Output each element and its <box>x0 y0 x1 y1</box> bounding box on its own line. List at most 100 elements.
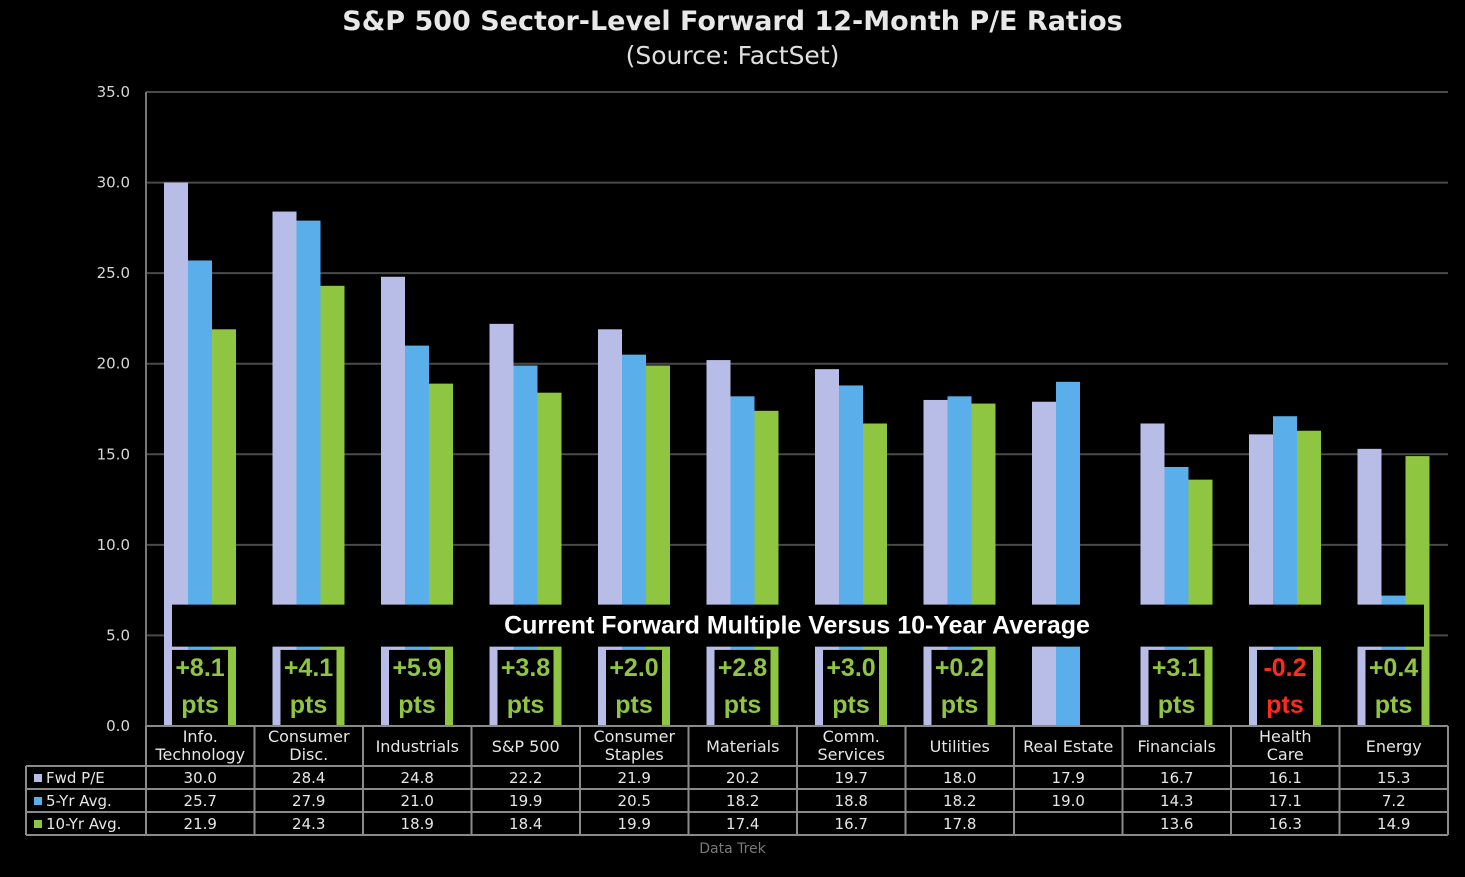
legend-label: Fwd P/E <box>46 769 105 787</box>
y-tick-label: 0.0 <box>106 717 130 735</box>
table-cell-value: 17.4 <box>726 815 759 833</box>
footer-credit: Data Trek <box>699 841 766 857</box>
delta-value: +0.4 <box>1369 654 1418 682</box>
delta-value: +3.8 <box>501 654 550 682</box>
category-label: S&P 500 <box>492 737 560 756</box>
delta-unit: pts <box>398 691 436 719</box>
table-cell-value: 18.2 <box>726 792 759 810</box>
y-tick-label: 35.0 <box>97 83 130 101</box>
table-cell-value: 28.4 <box>292 769 325 787</box>
table-cell-value: 24.8 <box>401 769 434 787</box>
annotation-box <box>280 649 337 726</box>
table-cell-value: 19.9 <box>509 792 542 810</box>
delta-unit: pts <box>832 691 870 719</box>
annotation-banner <box>172 604 1424 647</box>
bar <box>272 211 297 726</box>
table-cell-value: 18.8 <box>835 792 868 810</box>
table-cell-value: 21.9 <box>618 769 651 787</box>
table-cell-value: 21.0 <box>401 792 434 810</box>
delta-value: +4.1 <box>284 654 333 682</box>
category-label: Consumer <box>593 727 675 746</box>
annotation-box <box>714 649 771 726</box>
delta-value: +5.9 <box>392 654 441 682</box>
table-cell-value: 21.9 <box>184 815 217 833</box>
delta-unit: pts <box>1158 691 1196 719</box>
delta-unit: pts <box>181 691 219 719</box>
bar <box>1032 401 1056 726</box>
annotation-box <box>823 649 879 726</box>
category-label: Technology <box>154 745 245 764</box>
y-tick-label: 10.0 <box>97 536 130 554</box>
delta-value: +2.8 <box>718 654 767 682</box>
delta-unit: pts <box>941 691 979 719</box>
category-label: Staples <box>605 745 664 764</box>
category-label: Materials <box>706 737 779 756</box>
bar <box>188 260 212 726</box>
y-tick-label: 30.0 <box>97 174 130 192</box>
annotation-box <box>389 649 445 726</box>
delta-value: -0.2 <box>1263 654 1306 682</box>
table-cell-value: 7.2 <box>1382 792 1406 810</box>
category-label: Financials <box>1138 737 1216 756</box>
table-cell-value: 27.9 <box>292 792 325 810</box>
annotation-box <box>1148 649 1205 726</box>
delta-unit: pts <box>1375 691 1413 719</box>
y-tick-label: 15.0 <box>97 445 130 463</box>
chart-title: S&P 500 Sector-Level Forward 12-Month P/… <box>342 6 1123 37</box>
annotation-box <box>497 649 554 726</box>
table-cell-value: 16.7 <box>1160 769 1193 787</box>
bar <box>1056 381 1080 726</box>
table-cell-value: 18.4 <box>509 815 542 833</box>
category-label: Services <box>818 745 885 764</box>
table-cell-value: 19.9 <box>618 815 651 833</box>
table-cell-value: 17.8 <box>943 815 976 833</box>
legend-swatch <box>34 797 42 805</box>
delta-value: +8.1 <box>175 654 224 682</box>
table-cell-value: 18.2 <box>943 792 976 810</box>
chart-subtitle: (Source: FactSet) <box>625 41 840 70</box>
category-label: Real Estate <box>1023 737 1113 756</box>
table-cell-value: 16.3 <box>1269 815 1302 833</box>
annotation-box <box>606 649 662 726</box>
category-label: Info. <box>183 727 218 746</box>
annotation-title: Current Forward Multiple Versus 10-Year … <box>504 612 1090 640</box>
legend-label: 5-Yr Avg. <box>46 792 112 810</box>
table-cell-value: 15.3 <box>1377 769 1410 787</box>
category-label: Health <box>1259 727 1312 746</box>
category-label: Energy <box>1366 737 1422 756</box>
delta-unit: pts <box>724 691 762 719</box>
category-label: Disc. <box>289 745 328 764</box>
delta-value: +0.2 <box>935 654 984 682</box>
table-cell-value: 20.5 <box>618 792 651 810</box>
table-cell-value: 30.0 <box>184 769 217 787</box>
table-cell-value: 25.7 <box>184 792 217 810</box>
annotation-box <box>1257 649 1313 726</box>
annotation-box <box>172 649 228 726</box>
delta-unit: pts <box>615 691 653 719</box>
annotation-box <box>1365 649 1422 726</box>
table-cell-value: 17.1 <box>1269 792 1302 810</box>
delta-value: +3.0 <box>826 654 875 682</box>
delta-value: +2.0 <box>609 654 658 682</box>
y-tick-label: 5.0 <box>106 626 130 644</box>
category-label: Comm. <box>823 727 880 746</box>
table-cell-value: 16.7 <box>835 815 868 833</box>
table-cell-value: 20.2 <box>726 769 759 787</box>
legend-swatch <box>34 820 42 828</box>
table-cell-value: 14.3 <box>1160 792 1193 810</box>
legend-label: 10-Yr Avg. <box>46 815 121 833</box>
table-cell-value: 18.9 <box>401 815 434 833</box>
table-cell-value: 14.9 <box>1377 815 1410 833</box>
delta-unit: pts <box>507 691 545 719</box>
delta-unit: pts <box>290 691 328 719</box>
table-cell-value: 24.3 <box>292 815 325 833</box>
table-cell-value: 19.0 <box>1052 792 1085 810</box>
table-cell-value: 18.0 <box>943 769 976 787</box>
table-cell-value: 22.2 <box>509 769 542 787</box>
category-label: Care <box>1267 745 1304 764</box>
table-cell-value: 19.7 <box>835 769 868 787</box>
delta-value: +3.1 <box>1152 654 1201 682</box>
y-tick-label: 25.0 <box>97 264 130 282</box>
table-cell-value: 13.6 <box>1160 815 1193 833</box>
